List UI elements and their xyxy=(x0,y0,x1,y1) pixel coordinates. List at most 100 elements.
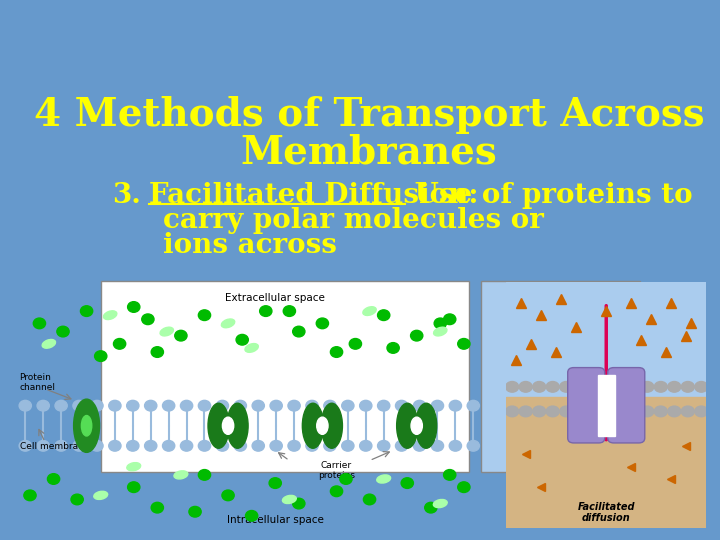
Circle shape xyxy=(94,351,107,361)
Circle shape xyxy=(410,330,423,341)
Circle shape xyxy=(283,306,295,316)
Bar xyxy=(506,282,706,397)
Circle shape xyxy=(73,441,85,451)
Circle shape xyxy=(519,406,532,417)
Circle shape xyxy=(667,406,681,417)
Circle shape xyxy=(127,482,140,492)
Circle shape xyxy=(260,306,272,316)
Bar xyxy=(598,375,615,436)
Circle shape xyxy=(600,382,613,392)
Ellipse shape xyxy=(42,340,55,348)
Circle shape xyxy=(342,400,354,411)
Circle shape xyxy=(431,400,444,411)
Circle shape xyxy=(573,382,586,392)
Circle shape xyxy=(613,382,626,392)
Circle shape xyxy=(330,486,343,497)
Circle shape xyxy=(181,441,193,451)
Circle shape xyxy=(48,474,60,484)
Circle shape xyxy=(342,441,354,451)
Circle shape xyxy=(395,400,408,411)
Circle shape xyxy=(349,339,361,349)
Circle shape xyxy=(252,441,264,451)
Circle shape xyxy=(198,470,211,480)
Ellipse shape xyxy=(397,403,418,448)
Circle shape xyxy=(425,502,437,513)
Circle shape xyxy=(198,310,211,321)
Circle shape xyxy=(546,406,559,417)
Circle shape xyxy=(654,406,667,417)
Circle shape xyxy=(449,400,462,411)
Circle shape xyxy=(467,400,480,411)
Circle shape xyxy=(189,507,201,517)
Circle shape xyxy=(288,400,300,411)
Circle shape xyxy=(413,441,426,451)
Text: carry polar molecules or: carry polar molecules or xyxy=(163,207,544,234)
Text: Membranes: Membranes xyxy=(240,133,498,171)
Ellipse shape xyxy=(160,327,174,336)
Text: Protein
channel: Protein channel xyxy=(19,373,55,393)
Circle shape xyxy=(163,441,175,451)
Circle shape xyxy=(24,490,36,501)
Circle shape xyxy=(654,382,667,392)
Circle shape xyxy=(330,347,343,357)
Text: Use of proteins to: Use of proteins to xyxy=(405,183,693,210)
Ellipse shape xyxy=(433,500,447,508)
Circle shape xyxy=(91,441,103,451)
Circle shape xyxy=(600,406,613,417)
Circle shape xyxy=(324,400,336,411)
Ellipse shape xyxy=(282,495,297,503)
Circle shape xyxy=(695,382,708,392)
Circle shape xyxy=(198,441,211,451)
Circle shape xyxy=(401,478,413,488)
Circle shape xyxy=(667,382,681,392)
Circle shape xyxy=(109,400,121,411)
Circle shape xyxy=(175,330,187,341)
Text: Intracellular space: Intracellular space xyxy=(227,515,324,525)
Circle shape xyxy=(467,441,480,451)
Text: 3.: 3. xyxy=(112,183,141,210)
Circle shape xyxy=(246,510,258,521)
Circle shape xyxy=(145,441,157,451)
Circle shape xyxy=(559,406,572,417)
Circle shape xyxy=(695,406,708,417)
Circle shape xyxy=(413,400,426,411)
Ellipse shape xyxy=(245,343,258,352)
Circle shape xyxy=(71,494,84,505)
Ellipse shape xyxy=(321,403,343,448)
Circle shape xyxy=(306,400,318,411)
Ellipse shape xyxy=(415,403,437,448)
Circle shape xyxy=(57,326,69,337)
Circle shape xyxy=(641,406,654,417)
FancyBboxPatch shape xyxy=(101,281,469,472)
Circle shape xyxy=(252,400,264,411)
Circle shape xyxy=(198,400,211,411)
Circle shape xyxy=(395,441,408,451)
FancyBboxPatch shape xyxy=(608,368,645,443)
Circle shape xyxy=(434,318,446,329)
Circle shape xyxy=(19,441,32,451)
Circle shape xyxy=(181,400,193,411)
Circle shape xyxy=(587,382,600,392)
Circle shape xyxy=(216,441,228,451)
Ellipse shape xyxy=(363,307,377,315)
Circle shape xyxy=(377,441,390,451)
Text: Facilitated Diffusion:: Facilitated Diffusion: xyxy=(148,183,478,210)
Ellipse shape xyxy=(127,463,140,471)
Circle shape xyxy=(37,441,50,451)
Ellipse shape xyxy=(208,403,229,448)
Circle shape xyxy=(458,339,470,349)
Circle shape xyxy=(533,406,546,417)
Circle shape xyxy=(324,441,336,451)
Circle shape xyxy=(109,441,121,451)
Circle shape xyxy=(91,400,103,411)
Circle shape xyxy=(559,382,572,392)
FancyBboxPatch shape xyxy=(567,368,605,443)
Circle shape xyxy=(641,382,654,392)
Circle shape xyxy=(359,400,372,411)
Circle shape xyxy=(222,490,234,501)
Circle shape xyxy=(81,306,93,316)
Circle shape xyxy=(216,400,228,411)
Circle shape xyxy=(627,406,640,417)
Circle shape xyxy=(587,406,600,417)
Circle shape xyxy=(387,342,400,353)
